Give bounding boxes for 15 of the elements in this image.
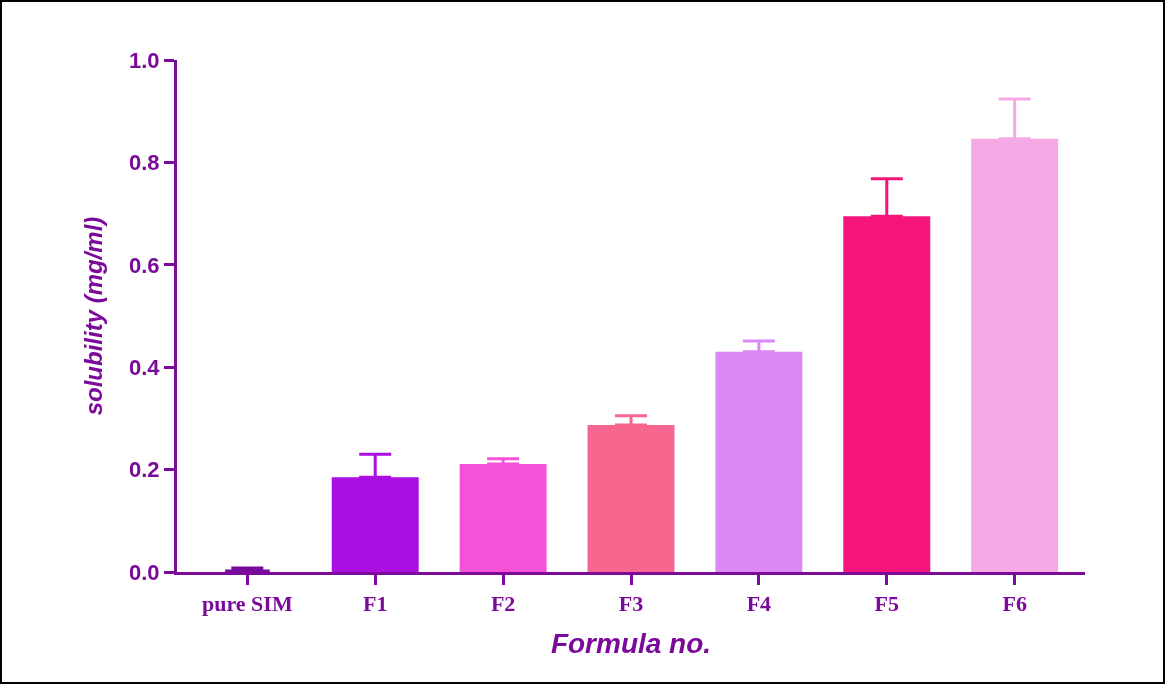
x-axis-title: Formula no. (550, 627, 712, 659)
y-tick-label: 0.0 (129, 559, 160, 585)
y-tick-label: 0.8 (129, 150, 160, 176)
x-tick-label: pure SIM (202, 591, 293, 617)
y-tick-label: 0.2 (129, 457, 160, 483)
x-tick-label: F6 (1002, 591, 1027, 617)
x-tick-label: F4 (746, 591, 772, 617)
x-tick-label: F1 (363, 591, 388, 617)
y-axis-title: solubility (mg/ml) (80, 216, 108, 416)
x-tick-label: F3 (618, 591, 644, 617)
x-tick-label: F5 (874, 591, 899, 617)
y-tick-label: 0.6 (129, 252, 160, 278)
y-tick-label: 0.4 (129, 354, 161, 380)
y-tick-label: 1.0 (129, 47, 160, 73)
x-tick-label: F2 (490, 591, 516, 617)
